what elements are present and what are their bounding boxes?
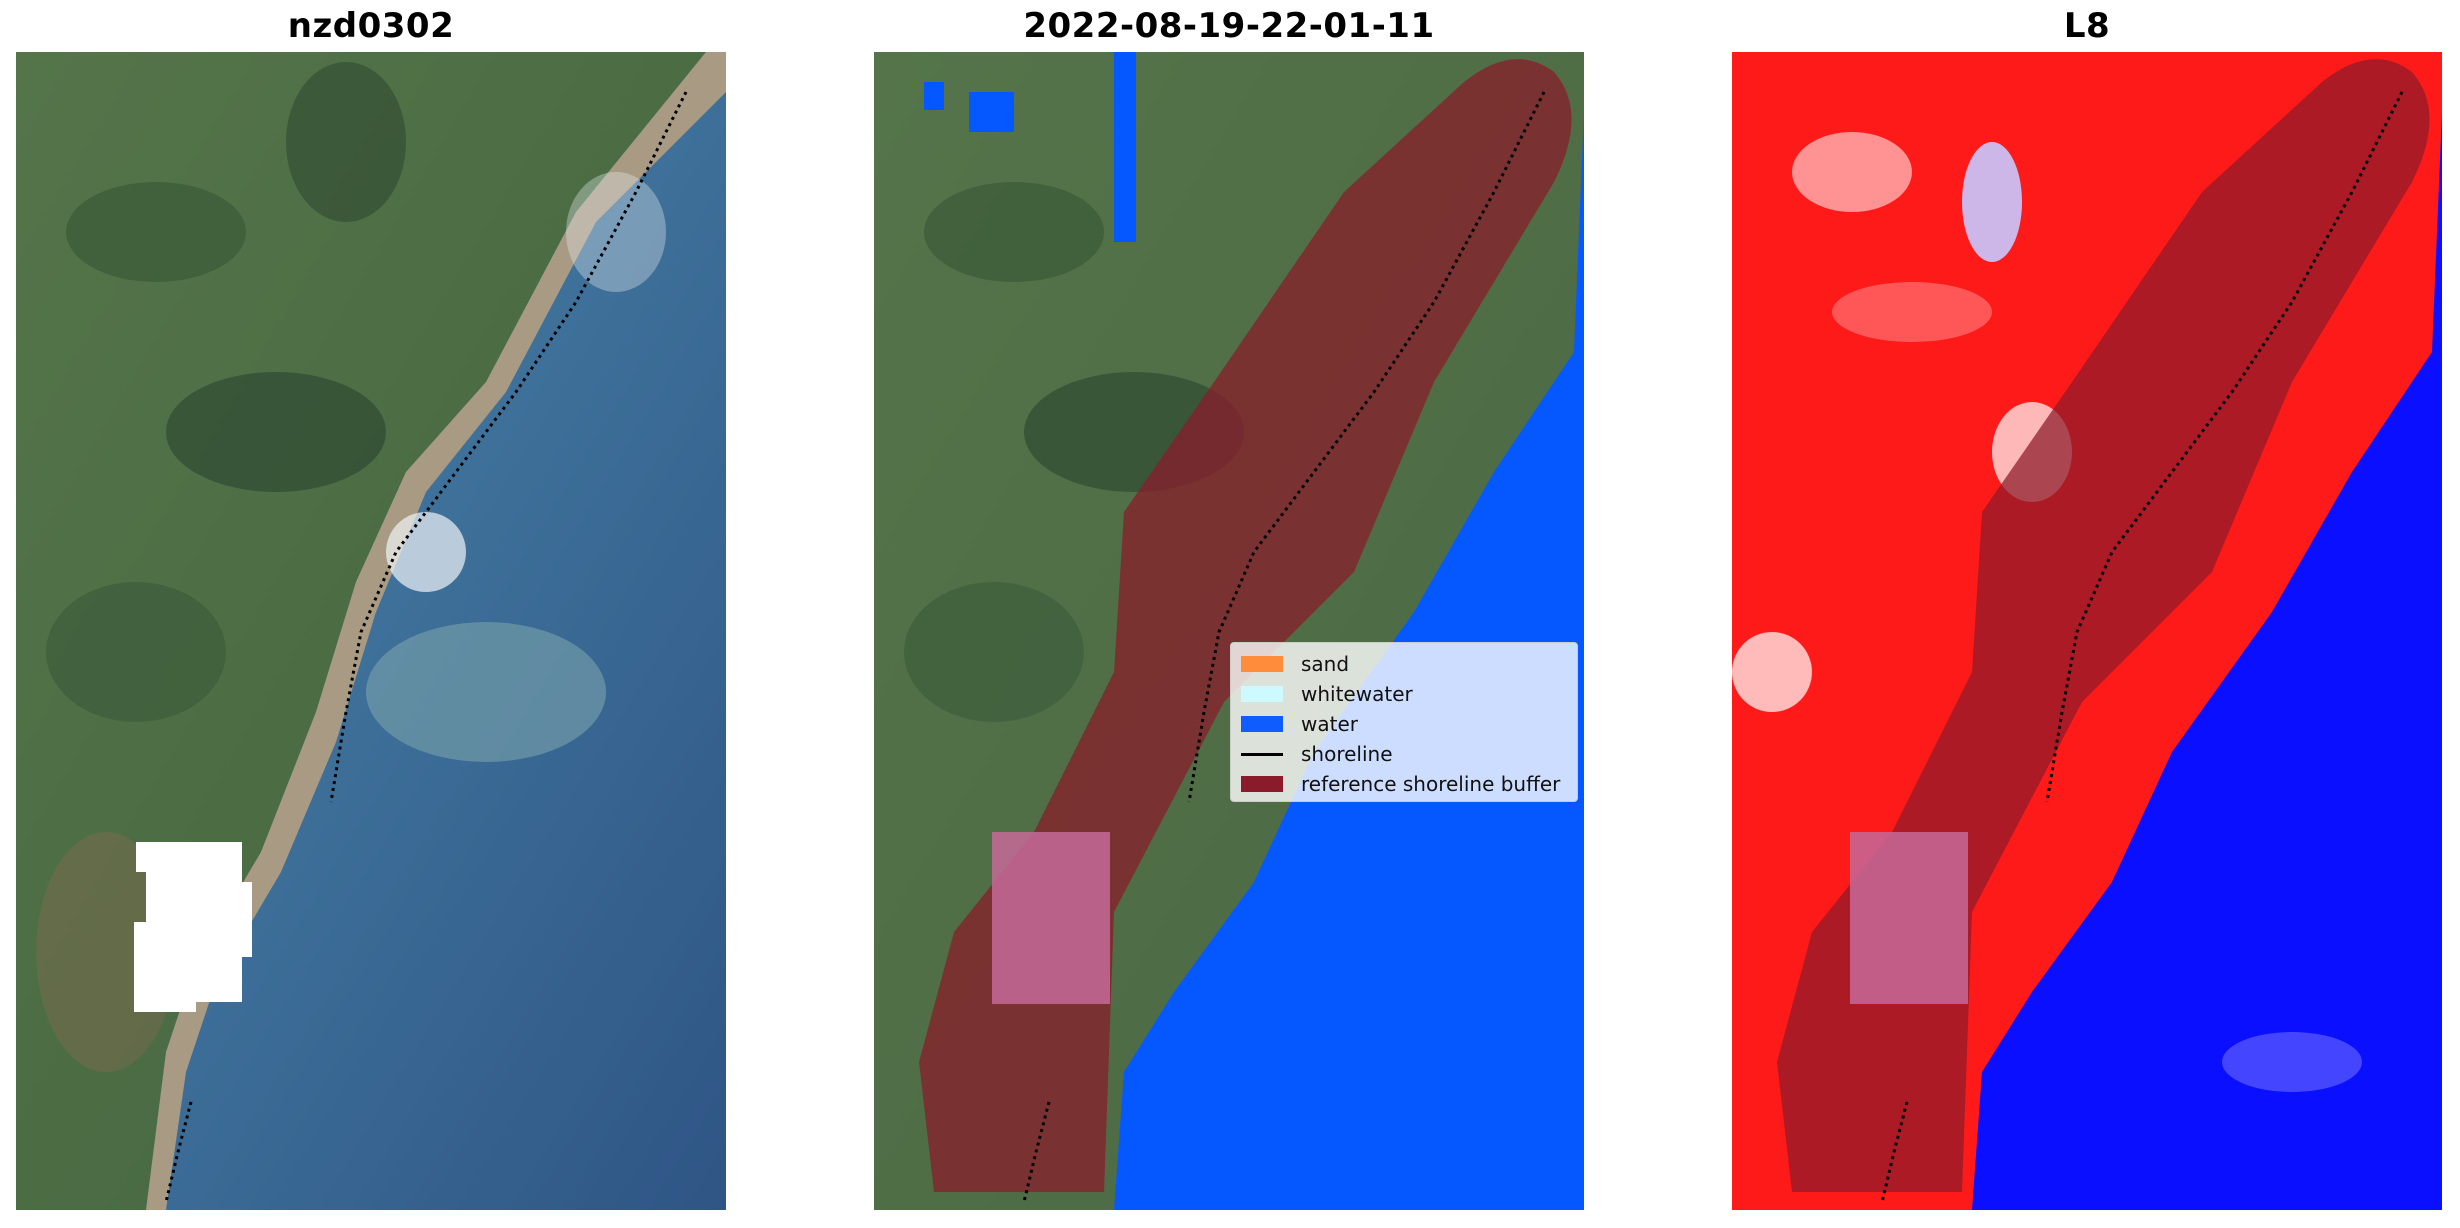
legend-label: shoreline [1301, 742, 1393, 766]
panel-title-index: L8 [2063, 6, 2111, 46]
rgb-satellite-image [16, 52, 726, 1210]
whitewater-swatch [1241, 686, 1283, 702]
classified-panel [874, 52, 1584, 1210]
legend-label: water [1301, 712, 1358, 736]
shoreline-line-icon [1241, 752, 1283, 756]
legend-item-buffer: reference shoreline buffer [1241, 769, 1577, 799]
index-image [1732, 52, 2442, 1210]
buffer-swatch [1241, 776, 1283, 792]
index-water-region [1972, 112, 2442, 1210]
panel-title-rgb: nzd0302 [287, 6, 455, 46]
rgb-satellite-panel [16, 52, 726, 1210]
legend-label: sand [1301, 652, 1350, 676]
legend-label: whitewater [1301, 682, 1413, 706]
legend-item-sand: sand [1241, 649, 1577, 679]
water-swatch [1241, 716, 1283, 732]
legend-item-shoreline: shoreline [1241, 739, 1577, 769]
panel-title-classified: 2022-08-19-22-01-11 [1023, 6, 1435, 46]
legend-item-whitewater: whitewater [1241, 679, 1577, 709]
legend: sand whitewater water shoreline referenc… [1230, 642, 1578, 802]
classified-image [874, 52, 1584, 1210]
index-panel [1732, 52, 2442, 1210]
legend-item-water: water [1241, 709, 1577, 739]
legend-label: reference shoreline buffer [1301, 772, 1561, 796]
sand-swatch [1241, 656, 1283, 672]
classified-water-region [1114, 112, 1584, 1210]
